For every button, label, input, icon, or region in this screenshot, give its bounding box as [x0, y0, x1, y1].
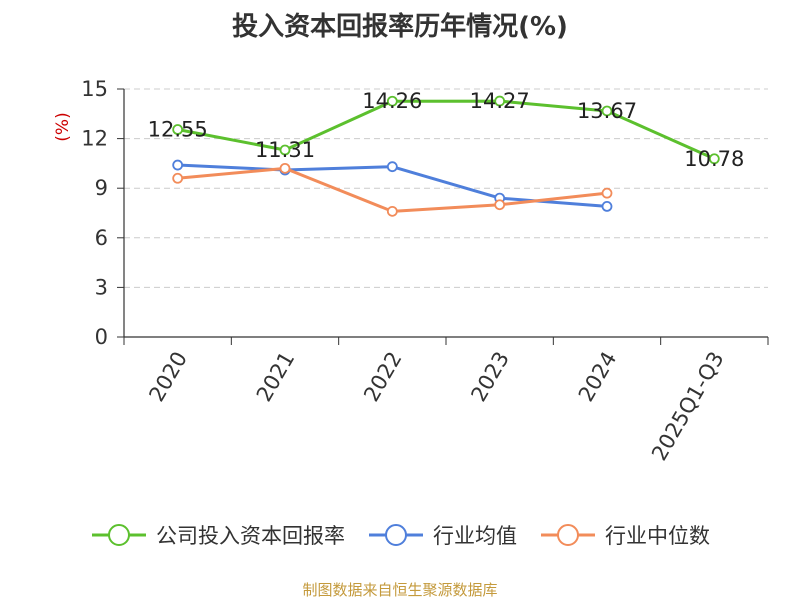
- data-point: [494, 199, 506, 211]
- chart-title: 投入资本回报率历年情况(%): [232, 12, 568, 42]
- y-axis-label: (%): [53, 112, 73, 141]
- data-point: [279, 162, 291, 174]
- legend-label: 行业均值: [433, 524, 517, 548]
- x-tick-label: 2022: [359, 348, 407, 406]
- data-label: 11.31: [255, 138, 315, 162]
- y-tick-label: 0: [95, 325, 108, 349]
- x-tick-label: 2024: [574, 348, 622, 406]
- data-point: [172, 159, 184, 171]
- series-line-0: [177, 99, 715, 161]
- x-tick-label: 2021: [252, 348, 300, 406]
- data-label: 14.26: [362, 89, 422, 113]
- data-label: 10.78: [684, 147, 744, 171]
- data-point: [172, 124, 184, 135]
- y-tick-label: 3: [95, 275, 108, 299]
- y-tick-label: 9: [95, 176, 108, 200]
- x-tick-label: 2025Q1-Q3: [647, 348, 729, 465]
- data-label: 13.67: [577, 99, 637, 123]
- data-source-note: 制图数据来自恒生聚源数据库: [302, 581, 498, 599]
- data-point: [386, 95, 398, 107]
- y-tick-label: 12: [81, 127, 108, 151]
- data-point: [386, 161, 398, 173]
- legend-label: 行业中位数: [605, 524, 710, 548]
- y-tick-label: 15: [81, 77, 108, 101]
- x-tick-label: 2020: [144, 348, 192, 406]
- legend-swatch-icon: [369, 524, 423, 546]
- data-point: [601, 187, 613, 199]
- legend-item[interactable]: 行业均值: [367, 520, 517, 550]
- series-line-2: [177, 166, 608, 213]
- data-point: [386, 205, 398, 217]
- legend-swatch-icon: [541, 524, 595, 546]
- data-point: [172, 172, 184, 184]
- data-point: [279, 144, 291, 156]
- legend-item[interactable]: 公司投入资本回报率: [90, 520, 345, 550]
- data-label: 12.55: [148, 118, 208, 142]
- data-label: 14.27: [470, 89, 530, 113]
- data-point: [494, 95, 506, 107]
- y-tick-label: 6: [95, 226, 108, 250]
- legend-label: 公司投入资本回报率: [156, 524, 345, 548]
- x-tick-label: 2023: [466, 347, 514, 405]
- legend: 公司投入资本回报率 行业均值 行业中位数: [0, 520, 800, 550]
- legend-item[interactable]: 行业中位数: [539, 520, 710, 550]
- data-point: [708, 153, 720, 165]
- legend-swatch-icon: [92, 524, 146, 546]
- data-point: [601, 200, 613, 212]
- data-point: [601, 105, 613, 117]
